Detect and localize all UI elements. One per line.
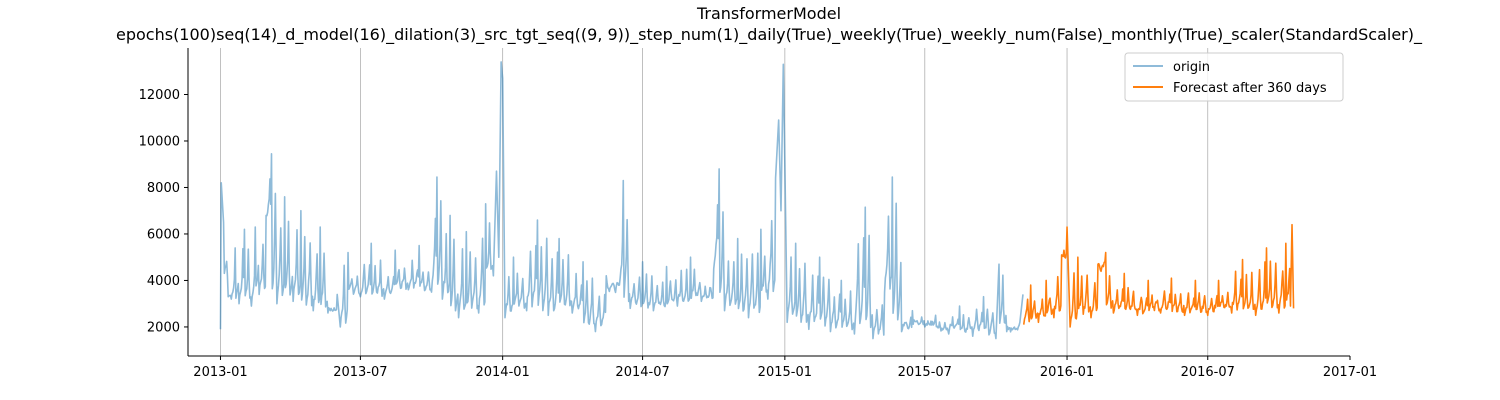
x-tick-label: 2015-01 bbox=[758, 365, 812, 380]
legend-label-origin: origin bbox=[1173, 60, 1210, 75]
legend-box bbox=[1124, 52, 1344, 102]
legend: origin Forecast after 360 days bbox=[1124, 52, 1344, 102]
x-tick-label: 2014-01 bbox=[475, 365, 529, 380]
y-tick-label: 4000 bbox=[147, 274, 180, 289]
x-tick-label: 2016-01 bbox=[1040, 365, 1094, 380]
x-tick-label: 2013-01 bbox=[193, 365, 247, 380]
y-tick-label: 2000 bbox=[147, 320, 180, 335]
y-tick-label: 8000 bbox=[147, 181, 180, 196]
series-line-origin bbox=[219, 61, 1024, 340]
x-tick-label: 2013-07 bbox=[333, 365, 387, 380]
x-axis: 2013-01 2013-07 2014-01 2014-07 2015-01 2015-… bbox=[193, 356, 1377, 380]
x-tick-label: 2016-07 bbox=[1181, 365, 1235, 380]
y-axis: 2000 4000 6000 8000 10000 12000 bbox=[139, 88, 188, 335]
chart-title: TransformerModel bbox=[696, 4, 841, 23]
series-layer bbox=[187, 48, 1350, 357]
x-tick-label: 2017-01 bbox=[1323, 365, 1377, 380]
series-line-forecast bbox=[1022, 223, 1295, 328]
y-tick-label: 12000 bbox=[139, 88, 180, 103]
y-tick-label: 10000 bbox=[139, 134, 180, 149]
y-tick-label: 6000 bbox=[147, 227, 180, 242]
x-tick-label: 2015-07 bbox=[898, 365, 952, 380]
legend-label-forecast: Forecast after 360 days bbox=[1173, 81, 1327, 96]
x-tick-label: 2014-07 bbox=[615, 365, 669, 380]
chart-subtitle: epochs(100)seq(14)_d_model(16)_dilation(… bbox=[116, 25, 1423, 45]
